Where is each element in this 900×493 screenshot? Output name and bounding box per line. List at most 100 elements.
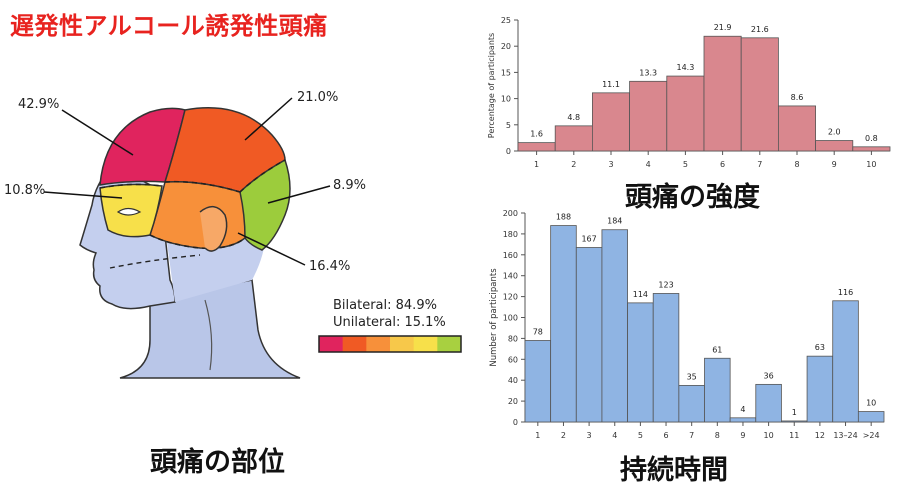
bar-value-label: 35: [687, 372, 697, 381]
intensity-caption: 頭痛の強度: [625, 182, 760, 213]
legend-swatch: [437, 336, 462, 352]
y-tick-label: 120: [503, 293, 518, 302]
x-tick-label: 6: [663, 431, 668, 440]
x-tick-label: 3: [587, 431, 592, 440]
y-tick-label: 5: [506, 121, 511, 130]
region-label-frontal-top: 42.9%: [18, 97, 60, 112]
y-tick-label: 180: [503, 230, 518, 239]
bar: [652, 293, 680, 423]
bar-value-label: 2.0: [828, 128, 841, 137]
y-tick-label: 160: [503, 251, 518, 260]
bar-value-label: 61: [712, 345, 722, 354]
bar: [666, 75, 705, 152]
legend-frame: [318, 335, 462, 353]
region-label-occipital: 8.9%: [333, 178, 367, 193]
x-tick-label: 6: [720, 160, 725, 169]
x-tick-label: 13–24: [833, 431, 857, 440]
bar-value-label: 184: [607, 217, 622, 226]
x-tick-label: 11: [789, 431, 799, 440]
legend-color-bar: [318, 335, 462, 353]
bar: [601, 229, 628, 423]
legend-swatch: [342, 336, 367, 352]
region-label-parietal: 21.0%: [297, 90, 339, 105]
bar: [852, 146, 891, 152]
page-title: 遅発性アルコール誘発性頭痛: [10, 12, 328, 40]
ear-shape: [199, 206, 228, 252]
bar-value-label: 167: [581, 234, 596, 243]
x-tick-label: 5: [638, 431, 643, 440]
region-temporal: [149, 180, 246, 250]
bar: [857, 411, 885, 423]
y-tick-label: 200: [503, 209, 518, 218]
bar: [629, 80, 668, 152]
x-tick-label: 4: [646, 160, 651, 169]
x-tick-label: 2: [561, 431, 566, 440]
bar-value-label: 21.9: [714, 23, 732, 32]
x-tick-label: 3: [608, 160, 613, 169]
bar: [815, 140, 854, 152]
bar-value-label: 4.8: [567, 113, 580, 122]
x-tick-label: 7: [689, 431, 694, 440]
y-tick-label: 20: [508, 397, 518, 406]
x-tick-label: 4: [612, 431, 617, 440]
bar-value-label: 4: [740, 405, 745, 414]
legend-swatch: [390, 336, 415, 352]
duration-chart: 0 20 40 60 80 100 120 140 160 180 200 Number of par…: [489, 209, 885, 440]
legend-swatch: [319, 336, 344, 352]
y-tick-label: 0: [506, 147, 511, 156]
x-tick-label: 1: [535, 431, 540, 440]
bar-value-label: 0.8: [865, 134, 878, 143]
x-tick-label: 8: [715, 431, 720, 440]
y-tick-label: 25: [501, 16, 511, 25]
y-tick-label: 15: [501, 68, 511, 77]
bar-value-label: 8.6: [791, 93, 804, 102]
bar-value-label: 21.6: [751, 25, 769, 34]
bar-value-label: 14.3: [676, 63, 694, 72]
bar-value-label: 36: [764, 371, 774, 380]
unilateral-label: Unilateral: 15.1%: [333, 315, 446, 330]
bar-value-label: 116: [838, 288, 853, 297]
y-axis-label: Percentage of participants: [487, 33, 496, 138]
x-tick-label: 5: [683, 160, 688, 169]
y-tick-label: 100: [503, 314, 518, 323]
bar-value-label: 11.1: [602, 80, 620, 89]
bar-value-label: 78: [533, 327, 543, 336]
y-tick-label: 0: [513, 418, 518, 427]
bar: [554, 125, 593, 152]
y-tick-label: 80: [508, 334, 518, 343]
bar: [517, 142, 556, 152]
bar: [550, 225, 577, 423]
bar-value-label: 188: [556, 213, 571, 222]
bar-value-label: 123: [658, 280, 673, 289]
region-label-temporal: 16.4%: [309, 259, 351, 274]
bar-value-label: 1.6: [530, 130, 543, 139]
bar: [755, 383, 782, 423]
y-tick-label: 40: [508, 376, 518, 385]
x-tick-label: 9: [740, 431, 745, 440]
x-tick-label: 1: [534, 160, 539, 169]
bilateral-label: Bilateral: 84.9%: [333, 298, 437, 313]
bar: [575, 247, 603, 423]
bar-value-label: 63: [815, 343, 825, 352]
neck-shape: [119, 279, 301, 379]
x-tick-label: 10: [866, 160, 876, 169]
bar: [704, 357, 731, 423]
bar: [703, 35, 742, 152]
bar: [832, 300, 859, 423]
bar: [806, 355, 834, 423]
bar-value-label: 1: [792, 408, 797, 417]
head-illustration: [43, 97, 462, 379]
duration-caption: 持続時間: [620, 455, 728, 486]
y-tick-label: 140: [503, 272, 518, 281]
x-tick-label: 12: [815, 431, 825, 440]
bar: [777, 105, 816, 152]
x-tick-label: 2: [571, 160, 576, 169]
bar: [524, 340, 552, 423]
bar: [740, 37, 779, 152]
eye-shape: [116, 207, 142, 216]
x-tick-label: >24: [863, 431, 880, 440]
location-caption: 頭痛の部位: [150, 447, 285, 478]
bar: [592, 92, 631, 152]
y-tick-label: 10: [501, 95, 511, 104]
